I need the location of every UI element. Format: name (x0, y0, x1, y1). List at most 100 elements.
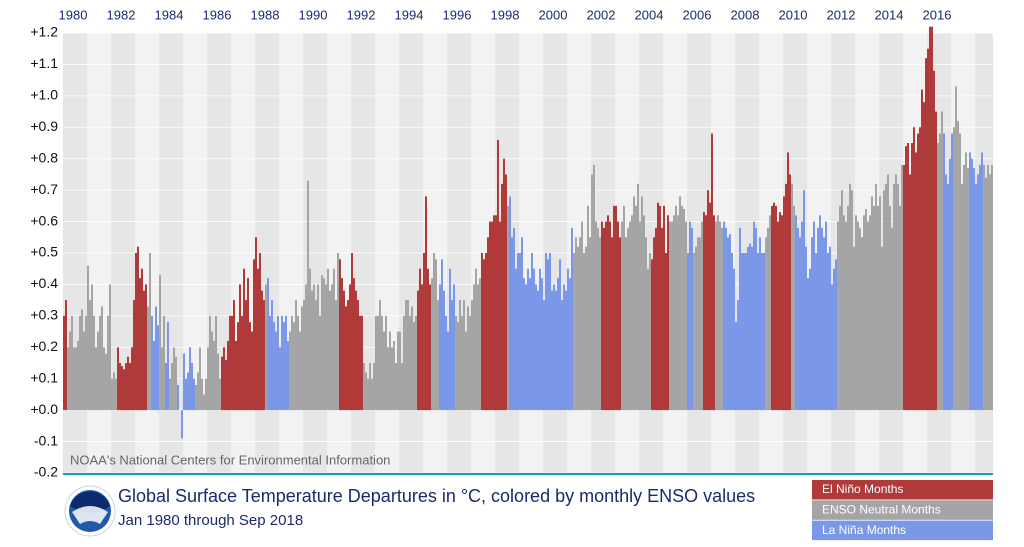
bar (683, 209, 685, 411)
bar (609, 221, 611, 411)
bar (881, 246, 883, 411)
bar (377, 315, 379, 411)
x-tick-label: 1980 (59, 7, 88, 22)
bar (249, 322, 251, 411)
bar (723, 221, 725, 411)
bar (871, 196, 873, 411)
bar (657, 202, 659, 411)
bar (101, 306, 103, 411)
bar (371, 378, 373, 411)
bar (581, 221, 583, 411)
bar (183, 353, 185, 411)
bar (509, 196, 511, 411)
bar (789, 174, 791, 411)
x-tick-label: 2008 (731, 7, 760, 22)
bar (943, 133, 945, 411)
bar (695, 246, 697, 411)
bar (283, 322, 285, 411)
bar (175, 356, 177, 411)
bar (709, 202, 711, 411)
bar (239, 284, 241, 411)
bar (483, 259, 485, 411)
bar (685, 221, 687, 411)
bar (251, 331, 253, 411)
bar (667, 215, 669, 411)
bar (567, 268, 569, 411)
bar (933, 70, 935, 411)
bar (975, 183, 977, 411)
bar (319, 315, 321, 411)
bar (765, 237, 767, 411)
bar (437, 300, 439, 411)
bar (207, 347, 209, 411)
bar (807, 278, 809, 411)
bar (679, 196, 681, 411)
bar (757, 253, 759, 411)
bar (583, 253, 585, 411)
chart-title: Global Surface Temperature Departures in… (118, 486, 755, 506)
bar (619, 237, 621, 411)
y-tick-label: +0.1 (30, 369, 58, 385)
bar (443, 290, 445, 411)
bar (527, 268, 529, 411)
bar (289, 331, 291, 411)
bar (671, 221, 673, 411)
bar (321, 275, 323, 411)
bar (193, 378, 195, 411)
bar (801, 221, 803, 411)
bar (427, 268, 429, 411)
bar (949, 158, 951, 411)
bar (631, 215, 633, 411)
y-tick-label: +0.6 (30, 212, 58, 228)
bar (245, 300, 247, 411)
bar (691, 227, 693, 411)
bar (633, 196, 635, 411)
bar (325, 284, 327, 411)
x-tick-label: 1986 (203, 7, 232, 22)
bar (211, 331, 213, 411)
legend-label: El Niño Months (822, 482, 903, 496)
x-tick-label: 2010 (779, 7, 808, 22)
bar (575, 237, 577, 411)
bar (961, 183, 963, 411)
bar (947, 183, 949, 411)
bar (363, 363, 365, 411)
bar (977, 174, 979, 411)
bar (645, 237, 647, 411)
bar (769, 215, 771, 411)
bar (391, 347, 393, 411)
plot: -0.2 -0.1 +0.0 +0.1 +0.2 +0.3 +0.4 +0.5 +0.6 +0.7… (30, 7, 993, 480)
bar (703, 212, 705, 411)
bar (883, 190, 885, 411)
bar (969, 152, 971, 411)
bar (119, 363, 121, 411)
bar (791, 183, 793, 411)
bar (611, 237, 613, 411)
bar (305, 284, 307, 411)
bar (543, 300, 545, 411)
bar (267, 278, 269, 411)
bar (261, 290, 263, 411)
bar (839, 205, 841, 411)
bar (795, 215, 797, 411)
bar (837, 221, 839, 411)
bar (945, 174, 947, 411)
bar (227, 341, 229, 411)
bar (247, 278, 249, 411)
bar (675, 205, 677, 411)
bar (799, 237, 801, 411)
bar (173, 347, 175, 411)
bar (181, 410, 183, 439)
bar (955, 86, 957, 411)
bar (67, 347, 69, 411)
bar (973, 168, 975, 411)
bar (361, 315, 363, 411)
bar (781, 215, 783, 411)
bar (493, 215, 495, 411)
bar (471, 300, 473, 411)
bar (777, 221, 779, 411)
bar (195, 385, 197, 411)
bar (503, 158, 505, 411)
bar (407, 300, 409, 411)
bar (219, 378, 221, 411)
